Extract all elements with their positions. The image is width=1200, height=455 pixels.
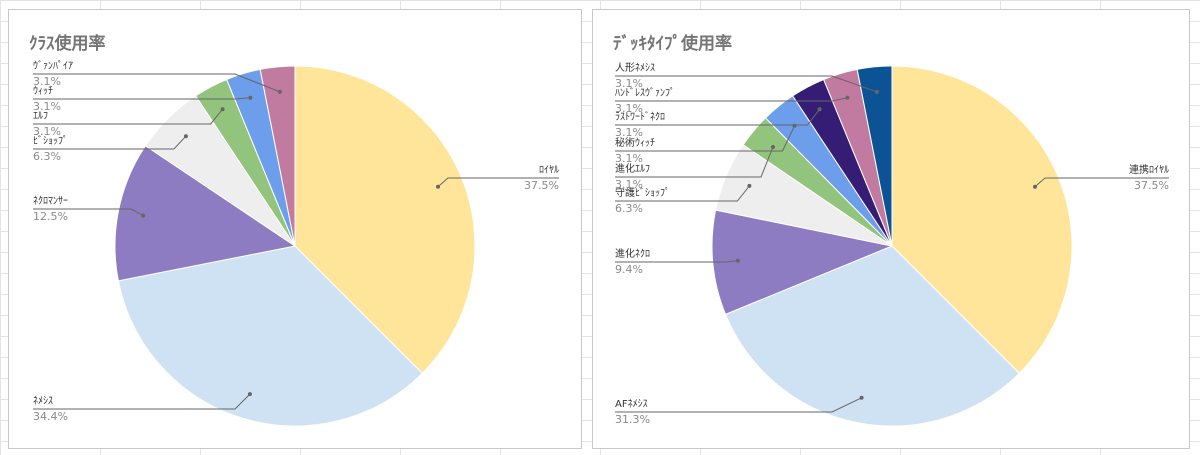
slice-label: AFﾈﾒｼｽ <box>615 398 648 410</box>
pie-chart-svg: ﾛｲﾔﾙ 37.5% ﾈﾒｼｽ 34.4% ﾈｸﾛﾏﾝｻｰ 12.5% ﾋﾞｼｮｯﾌﾟ 6.3… <box>33 60 559 427</box>
leader-dot <box>747 183 752 188</box>
leader-dot <box>220 107 225 112</box>
slice-label: ｳｨｯﾁ <box>33 85 53 97</box>
leader-line <box>615 97 848 102</box>
slices <box>711 65 1073 427</box>
slice-percent-label: 34.4% <box>33 410 68 423</box>
pie-slice[interactable] <box>724 245 1020 427</box>
leader-line <box>615 146 774 178</box>
leader-line <box>615 185 750 202</box>
slice-label: ﾗｽﾄﾜｰﾄﾞﾈｸﾛ <box>615 111 665 123</box>
slice-label: 連携ﾛｲﾔﾙ <box>1129 163 1169 176</box>
pie-slice[interactable] <box>259 65 296 247</box>
chart-title: ｸﾗｽ使用率 <box>29 34 106 54</box>
slice-percent-label: 31.3% <box>615 413 650 426</box>
leader-line <box>615 75 878 93</box>
leader-dot <box>1033 184 1037 189</box>
leader-dot <box>817 107 822 112</box>
labels: 連携ﾛｲﾔﾙ 37.5% AFﾈﾒｼｽ 31.3% 進化ﾈｸﾛ 9.4% 守護ﾋﾞｼｮｯﾌﾟ… <box>615 62 1169 426</box>
chart-title: ﾃﾞｯｷﾀｲﾌﾟ使用率 <box>613 34 732 54</box>
deck-type-usage-chart[interactable]: ﾃﾞｯｷﾀｲﾌﾟ使用率 連携ﾛｲﾔﾙ 37.5% AFﾈﾒｼｽ 31.3% 進化ﾈｸﾛ 9… <box>592 9 1190 449</box>
leader-line <box>437 177 559 188</box>
slice-label: 進化ﾈｸﾛ <box>615 247 650 260</box>
slice-percent-label: 37.5% <box>1134 179 1169 192</box>
slice-label: 秘術ｳｨｯﾁ <box>615 136 655 149</box>
slice-label: 人形ﾈﾒｼｽ <box>615 62 655 74</box>
slice-percent-label: 9.4% <box>615 263 643 276</box>
pie-slice[interactable] <box>114 145 297 282</box>
slice-percent-label: 3.1% <box>33 75 61 88</box>
slice-percent-label: 37.5% <box>524 179 559 192</box>
leader-line <box>615 260 738 263</box>
slice-label: ﾈﾒｼｽ <box>33 395 53 407</box>
leader-line <box>33 135 187 150</box>
leader-dot <box>845 95 850 100</box>
pie-slice[interactable] <box>891 65 1073 374</box>
leader-line <box>1034 177 1169 188</box>
leader-dot <box>436 184 440 189</box>
slice-label: ﾛｲﾔﾙ <box>539 165 559 176</box>
leader-dot <box>248 95 253 100</box>
pie-slice[interactable] <box>856 65 893 247</box>
leader-line <box>33 208 144 217</box>
leader-line <box>615 397 862 413</box>
slice-label: ﾊﾝﾄﾞﾚｽｳﾞｧﾝﾌﾟ <box>615 87 675 99</box>
slice-label: ﾋﾞｼｮｯﾌﾟ <box>33 135 68 147</box>
slice-percent-label: 3.1% <box>615 126 643 139</box>
pie-slice[interactable] <box>294 65 476 374</box>
leader-dot <box>859 395 864 400</box>
slice-percent-label: 6.3% <box>615 202 643 215</box>
labels: ﾛｲﾔﾙ 37.5% ﾈﾒｼｽ 34.4% ﾈｸﾛﾏﾝｻｰ 12.5% ﾋﾞｼｮｯﾌﾟ 6.3… <box>33 60 559 423</box>
leader-dot <box>792 123 797 128</box>
pie-chart-svg: 連携ﾛｲﾔﾙ 37.5% AFﾈﾒｼｽ 31.3% 進化ﾈｸﾛ 9.4% 守護ﾋﾞｼｮｯﾌﾟ… <box>615 62 1169 427</box>
slice-label: 守護ﾋﾞｼｮｯﾌﾟ <box>615 186 670 199</box>
slice-label: ｳﾞｧﾝﾊﾟｲｱ <box>33 60 73 72</box>
slice-percent-label: 3.1% <box>615 178 643 191</box>
slice-label: 進化ｴﾙﾌ <box>615 162 650 175</box>
leader-dot <box>735 258 740 263</box>
slices <box>114 65 476 427</box>
slice-percent-label: 6.3% <box>33 150 61 163</box>
leader-line <box>33 393 251 410</box>
leader-line <box>615 108 820 126</box>
slice-label: ﾈｸﾛﾏﾝｻｰ <box>33 195 68 207</box>
leader-dot <box>874 89 879 94</box>
slice-percent-label: 3.1% <box>615 77 643 90</box>
slice-percent-label: 3.1% <box>33 100 61 113</box>
leader-dot <box>277 89 282 94</box>
leader-line <box>615 125 795 152</box>
pie-slice[interactable] <box>711 209 894 316</box>
leader-dot <box>183 134 188 139</box>
leader-line <box>33 97 251 100</box>
slice-percent-label: 12.5% <box>33 210 68 223</box>
pie-slice[interactable] <box>117 245 423 427</box>
leader-dot <box>247 392 252 397</box>
leader-dot <box>141 213 146 218</box>
leader-line <box>33 73 281 93</box>
leader-dot <box>771 145 775 149</box>
slice-percent-label: 3.1% <box>33 125 61 138</box>
class-usage-chart[interactable]: ｸﾗｽ使用率 ﾛｲﾔﾙ 37.5% ﾈﾒｼｽ 34.4% ﾈｸﾛﾏﾝｻｰ 12.5% ﾋﾞｼ… <box>8 9 582 449</box>
slice-percent-label: 3.1% <box>615 102 643 115</box>
leader-line <box>33 108 223 125</box>
slice-percent-label: 3.1% <box>615 152 643 165</box>
slice-label: ｴﾙﾌ <box>33 111 48 122</box>
